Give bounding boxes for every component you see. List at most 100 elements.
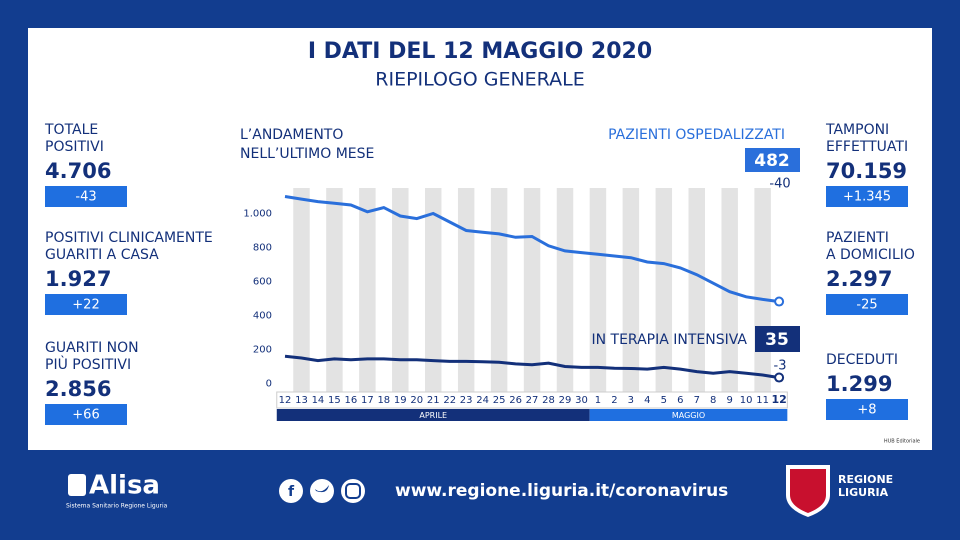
x-tick-label: 16 bbox=[345, 395, 358, 406]
stat-delta-box bbox=[45, 186, 127, 207]
x-tick-label: 12 bbox=[279, 395, 292, 406]
y-tick-label: 1.000 bbox=[243, 209, 272, 220]
y-tick-label: 800 bbox=[253, 243, 272, 254]
y-tick-label: 0 bbox=[266, 379, 272, 390]
x-tick-label: 13 bbox=[295, 395, 308, 406]
x-tick-label: 21 bbox=[427, 395, 440, 406]
stripe bbox=[392, 188, 409, 392]
value-box bbox=[745, 148, 800, 172]
x-tick-label: 28 bbox=[542, 395, 555, 406]
x-tick-label: 15 bbox=[328, 395, 341, 406]
change-label: -40 bbox=[769, 177, 790, 192]
x-tick-label: 30 bbox=[575, 395, 588, 406]
x-tick-label: 3 bbox=[628, 395, 634, 406]
brand-sub: Sistema Sanitario Regione Liguria bbox=[66, 503, 168, 510]
stat-value: 70.159 bbox=[826, 159, 907, 183]
x-tick-label: 10 bbox=[740, 395, 753, 406]
stat-label: GUARITI NON bbox=[45, 340, 139, 356]
stripe bbox=[523, 188, 541, 392]
series-name: IN TERAPIA INTENSIVA bbox=[591, 332, 747, 348]
x-tick-label: 19 bbox=[394, 395, 407, 406]
brand: Alisa bbox=[89, 471, 160, 501]
x-tick-label: 5 bbox=[661, 395, 667, 406]
stat-label: POSITIVI bbox=[45, 139, 104, 155]
month-label: APRILE bbox=[419, 411, 447, 420]
stat-delta-box bbox=[826, 294, 908, 315]
x-tick-label: 8 bbox=[710, 395, 716, 406]
subtitle: RIEPILOGO GENERALE bbox=[375, 69, 584, 91]
stat-label: TOTALE bbox=[44, 122, 98, 138]
stat-delta: -43 bbox=[75, 190, 96, 205]
alisa-logo: Alisa Sistema Sanitario Regione Liguria bbox=[66, 471, 168, 510]
x-tick-label: 6 bbox=[677, 395, 683, 406]
x-tick-label: 29 bbox=[559, 395, 572, 406]
credit: HUB Editoriale bbox=[884, 439, 920, 445]
value-box bbox=[755, 326, 800, 352]
stripe bbox=[721, 188, 738, 392]
stripe bbox=[359, 188, 376, 392]
stat-label: DECEDUTI bbox=[826, 352, 898, 368]
stat-delta-box bbox=[45, 404, 127, 425]
stripe bbox=[622, 188, 640, 392]
stat-label: A DOMICILIO bbox=[826, 247, 915, 263]
stat-delta: +8 bbox=[857, 403, 876, 418]
stripe bbox=[293, 188, 310, 392]
x-tick-label: 7 bbox=[694, 395, 700, 406]
x-tick-label: 25 bbox=[493, 395, 506, 406]
month-bar bbox=[276, 409, 590, 421]
stripe bbox=[688, 188, 705, 392]
y-tick-label: 200 bbox=[253, 345, 272, 356]
stat-label: TAMPONI bbox=[825, 122, 889, 138]
stripe bbox=[655, 188, 673, 392]
stat-delta: +66 bbox=[72, 408, 99, 423]
stat-label: GUARITI A CASA bbox=[45, 247, 159, 263]
month-label: MAGGIO bbox=[672, 411, 705, 420]
x-tick-label: 2 bbox=[611, 395, 617, 406]
x-tick-label: 27 bbox=[526, 395, 539, 406]
region: REGIONE bbox=[838, 473, 893, 486]
stat-delta-box bbox=[45, 294, 127, 315]
x-tick-label: 26 bbox=[509, 395, 522, 406]
x-tick-label: 1 bbox=[595, 395, 601, 406]
change-label: -3 bbox=[774, 359, 787, 374]
stripe bbox=[589, 188, 607, 392]
series-line bbox=[284, 354, 780, 380]
series-line bbox=[284, 195, 780, 304]
stat-delta-box bbox=[826, 186, 908, 207]
stripe bbox=[326, 188, 343, 392]
x-tick-label: 12 bbox=[771, 393, 786, 406]
region-shield-inner bbox=[790, 469, 826, 513]
url: www.regione.liguria.it/coronavirus bbox=[395, 481, 728, 501]
stripe bbox=[556, 188, 574, 392]
y-tick-label: 600 bbox=[253, 277, 272, 288]
series-name: PAZIENTI OSPEDALIZZATI bbox=[608, 127, 785, 143]
stat-value: 2.297 bbox=[826, 267, 892, 291]
x-tick-label: 20 bbox=[410, 395, 423, 406]
stat-label: PAZIENTI bbox=[826, 230, 889, 246]
y-tick-label: 400 bbox=[253, 311, 272, 322]
stat-value: 1.299 bbox=[826, 372, 892, 396]
x-axis-box bbox=[276, 391, 788, 409]
stripe bbox=[490, 188, 508, 392]
x-tick-label: 24 bbox=[476, 395, 489, 406]
stat-delta-box bbox=[826, 399, 908, 420]
stat-delta: +1.345 bbox=[843, 190, 891, 205]
stat-value: 2.856 bbox=[45, 377, 111, 401]
month-bar bbox=[589, 409, 788, 421]
region: LIGURIA bbox=[838, 486, 889, 499]
x-tick-label: 11 bbox=[756, 395, 769, 406]
x-tick-label: 17 bbox=[361, 395, 374, 406]
x-tick-label: 23 bbox=[460, 395, 473, 406]
stripe bbox=[457, 188, 475, 392]
last-point bbox=[774, 296, 785, 307]
value-label: 482 bbox=[754, 151, 790, 171]
chart-title: L’ANDAMENTO bbox=[240, 127, 343, 143]
stat-value: 1.927 bbox=[45, 267, 111, 291]
last-point bbox=[774, 372, 785, 383]
x-tick-label: 22 bbox=[443, 395, 456, 406]
stat-label: EFFETTUATI bbox=[826, 139, 908, 155]
stripe bbox=[754, 188, 771, 392]
chart-title: NELL’ULTIMO MESE bbox=[240, 146, 374, 162]
stripe bbox=[424, 188, 442, 392]
